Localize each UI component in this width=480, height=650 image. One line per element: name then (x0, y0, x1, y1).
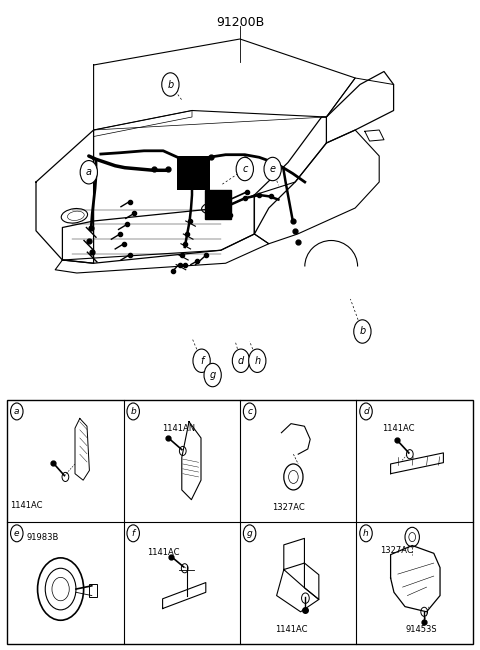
Text: e: e (14, 529, 20, 538)
Text: b: b (167, 79, 174, 90)
Circle shape (354, 320, 371, 343)
Text: d: d (363, 407, 369, 416)
Text: 91983B: 91983B (26, 533, 59, 542)
Circle shape (232, 349, 250, 372)
Circle shape (243, 403, 256, 420)
Text: e: e (270, 164, 276, 174)
Circle shape (193, 349, 210, 372)
Circle shape (243, 525, 256, 542)
Circle shape (249, 349, 266, 372)
Text: g: g (209, 370, 216, 380)
Circle shape (162, 73, 179, 96)
Circle shape (264, 157, 281, 181)
Text: f: f (132, 529, 135, 538)
Text: 1141AN: 1141AN (162, 424, 195, 434)
Text: 1327AC: 1327AC (273, 503, 305, 512)
Circle shape (236, 157, 253, 181)
Text: 91453S: 91453S (405, 625, 437, 634)
Text: 1141AC: 1141AC (147, 547, 180, 556)
Text: a: a (86, 167, 92, 177)
Text: 91200B: 91200B (216, 16, 264, 29)
Text: c: c (242, 164, 248, 174)
Circle shape (80, 161, 97, 184)
Text: a: a (14, 407, 20, 416)
Text: d: d (238, 356, 244, 366)
Text: b: b (359, 326, 366, 337)
Text: f: f (200, 356, 204, 366)
Text: g: g (247, 529, 252, 538)
Text: 1141AC: 1141AC (10, 501, 43, 510)
Text: h: h (254, 356, 260, 366)
Text: h: h (363, 529, 369, 538)
Text: 1327AC: 1327AC (380, 546, 412, 555)
Bar (89, 584, 96, 597)
Text: 1141AC: 1141AC (275, 625, 307, 634)
Text: b: b (131, 407, 136, 416)
FancyBboxPatch shape (177, 156, 210, 190)
Circle shape (360, 525, 372, 542)
Circle shape (204, 363, 221, 387)
Circle shape (11, 403, 23, 420)
Text: 1141AC: 1141AC (382, 424, 415, 434)
Circle shape (11, 525, 23, 542)
Circle shape (360, 403, 372, 420)
Circle shape (127, 403, 140, 420)
Bar (7, 400, 473, 644)
Text: c: c (247, 407, 252, 416)
FancyBboxPatch shape (205, 190, 231, 219)
Circle shape (127, 525, 140, 542)
